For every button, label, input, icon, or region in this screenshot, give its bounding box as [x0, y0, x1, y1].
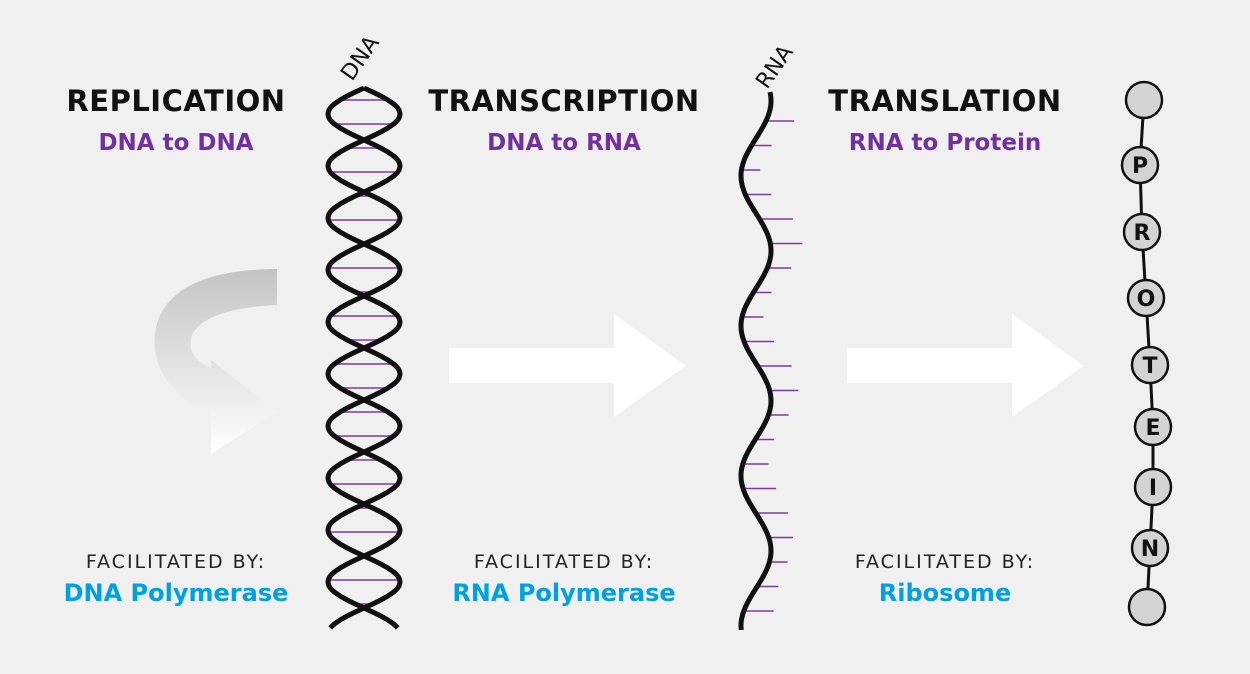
protein-bead-circle [1122, 212, 1162, 252]
protein-letter: E [1145, 416, 1160, 441]
protein-bead: I [1133, 467, 1173, 507]
translation-title: TRANSLATION [828, 84, 1062, 118]
protein-letter: T [1142, 354, 1157, 379]
protein-bead: O [1126, 278, 1166, 318]
transcription-facilitated-label: FACILITATED BY: [473, 551, 655, 573]
protein-end-bead-bottom [1127, 587, 1167, 627]
protein-bead-circle [1130, 345, 1170, 385]
translation-arrow [847, 314, 1084, 417]
protein-bead: R [1122, 212, 1162, 252]
protein-bead: E [1133, 407, 1173, 447]
protein-bead-circle [1126, 278, 1166, 318]
dna-strand-b [325, 85, 403, 630]
protein-bead: T [1130, 345, 1170, 385]
translation-facilitated-label: FACILITATED BY: [854, 551, 1036, 573]
transcription-title: TRANSCRIPTION [428, 84, 700, 118]
transcription-arrow [449, 314, 686, 417]
transcription-enzyme: RNA Polymerase [452, 579, 676, 607]
translation-enzyme: Ribosome [878, 579, 1012, 607]
protein-bead-circle [1133, 467, 1173, 507]
rna-strand-group [738, 91, 803, 631]
protein-chain: P R O T E I N [1120, 80, 1173, 627]
protein-bead-circle [1120, 145, 1160, 185]
dna-strand-a [325, 85, 403, 630]
replication-facilitated-label: FACILITATED BY: [85, 551, 267, 573]
transcription-subtitle: DNA to RNA [487, 130, 641, 156]
protein-letter: O [1137, 287, 1156, 312]
replication-enzyme: DNA Polymerase [63, 579, 289, 607]
replication-subtitle: DNA to DNA [98, 130, 254, 156]
protein-letter: I [1149, 476, 1157, 501]
replication-title: REPLICATION [66, 84, 286, 118]
translation-subtitle: RNA to Protein [848, 130, 1042, 156]
protein-bead-circle [1133, 407, 1173, 447]
protein-letter: R [1134, 221, 1151, 246]
dna-double-helix [325, 85, 403, 630]
dna-label: DNA [336, 31, 384, 85]
rna-strand [738, 91, 774, 631]
protein-letter: P [1132, 154, 1148, 179]
protein-bead: P [1120, 145, 1160, 185]
protein-bead-circle [1130, 528, 1170, 568]
rna-label: RNA [751, 41, 798, 94]
protein-letter: N [1141, 537, 1159, 562]
replication-curved-arrow [154, 269, 277, 454]
protein-end-bead-top [1124, 80, 1164, 120]
protein-bead: N [1130, 528, 1170, 568]
